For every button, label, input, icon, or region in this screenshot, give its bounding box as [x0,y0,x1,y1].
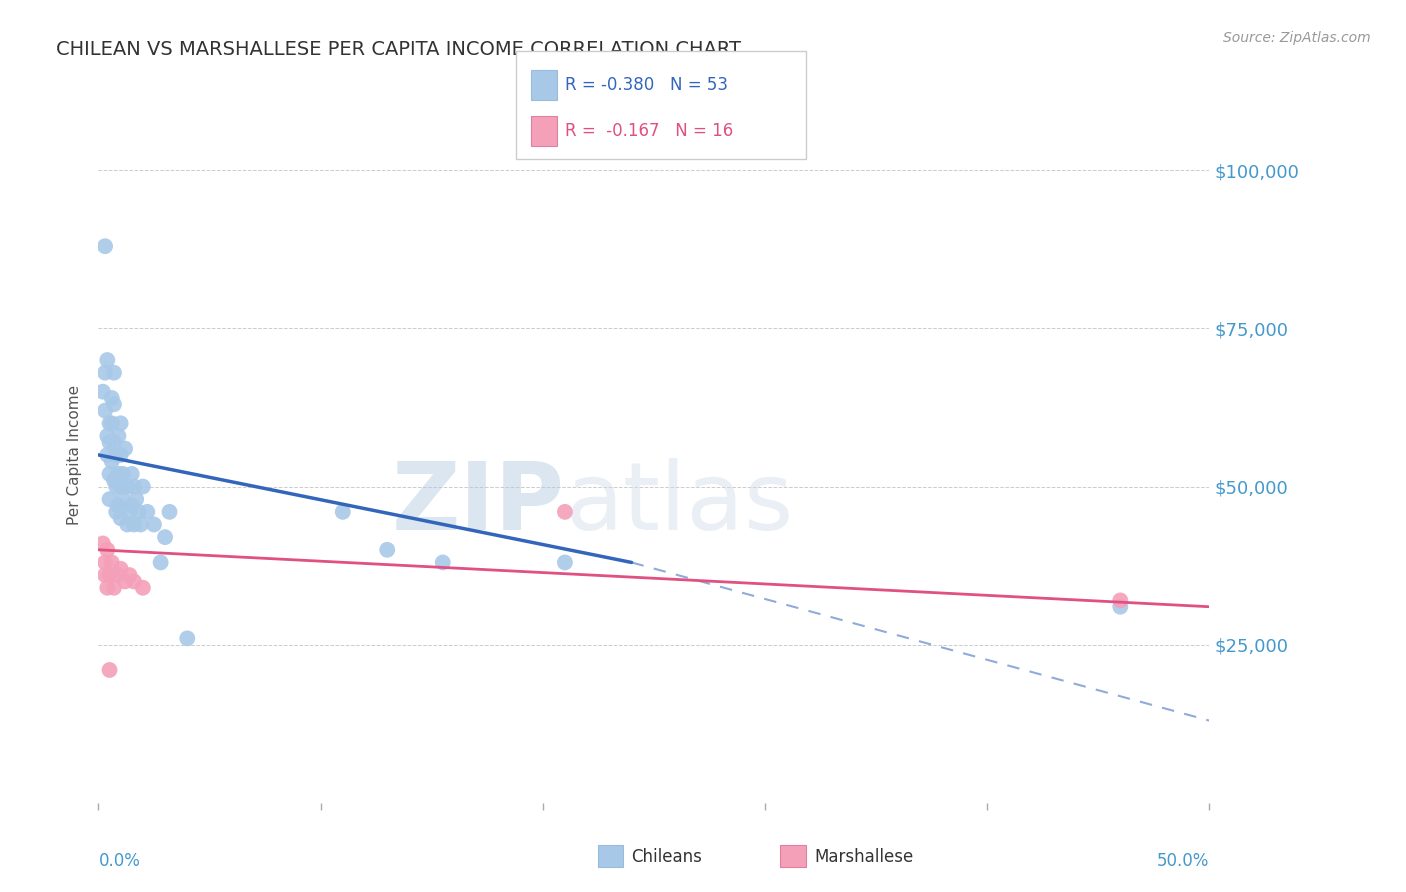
Point [98,492,121,507]
Point [118,505,141,519]
Text: CHILEAN VS MARSHALLESE PER CAPITA INCOME CORRELATION CHART: CHILEAN VS MARSHALLESE PER CAPITA INCOME… [56,40,741,59]
Point [111,467,134,481]
Point [132,581,155,595]
Point [432,556,454,570]
Point [105,505,128,519]
Point [110,417,132,431]
Point [96,448,118,462]
Point [111,492,134,507]
Point [110,511,132,525]
Point [98,467,121,481]
Point [91,384,114,399]
Point [94,366,117,380]
Point [149,556,172,570]
Point [100,454,122,468]
Point [159,505,181,519]
Point [96,542,118,557]
Point [375,542,398,557]
Point [98,568,121,582]
Point [103,581,125,595]
Point [117,517,139,532]
Point [107,467,129,481]
Point [98,417,121,431]
Point [114,479,136,493]
Point [114,574,136,589]
Point [94,239,117,253]
Point [332,505,354,519]
Point [132,479,155,493]
Text: 0.0%: 0.0% [98,852,141,870]
Point [96,353,118,368]
Text: ZIP: ZIP [392,458,565,549]
Point [94,568,117,582]
Point [96,429,118,443]
Point [554,505,576,519]
Point [121,467,143,481]
Point [107,499,129,513]
Point [100,417,122,431]
Point [98,435,121,450]
Point [122,574,145,589]
Point [129,517,152,532]
Text: atlas: atlas [565,458,793,549]
Point [107,568,129,582]
Point [100,391,122,405]
Point [100,556,122,570]
Text: 50.0%: 50.0% [1157,852,1209,870]
Y-axis label: Per Capita Income: Per Capita Income [66,384,82,525]
Point [127,505,149,519]
Point [117,479,139,493]
Point [103,473,125,487]
Text: R =  -0.167   N = 16: R = -0.167 N = 16 [565,122,734,140]
Point [94,556,117,570]
Point [103,435,125,450]
Point [107,429,129,443]
Point [1109,593,1132,607]
Point [1109,599,1132,614]
Point [105,479,128,493]
Point [153,530,176,544]
Point [110,448,132,462]
Point [122,517,145,532]
Point [136,505,159,519]
Point [91,536,114,550]
Text: Chileans: Chileans [631,847,702,866]
Point [103,397,125,411]
Point [98,663,121,677]
Point [121,499,143,513]
Point [554,556,576,570]
Point [105,448,128,462]
Point [110,479,132,493]
Text: Source: ZipAtlas.com: Source: ZipAtlas.com [1223,31,1371,45]
Point [143,517,166,532]
Point [103,366,125,380]
Text: Marshallese: Marshallese [814,847,914,866]
Point [118,568,141,582]
Point [96,581,118,595]
Point [176,632,198,646]
Point [110,562,132,576]
Point [114,442,136,456]
Point [125,492,148,507]
Point [94,403,117,417]
Point [122,479,145,493]
Text: R = -0.380   N = 53: R = -0.380 N = 53 [565,76,728,94]
